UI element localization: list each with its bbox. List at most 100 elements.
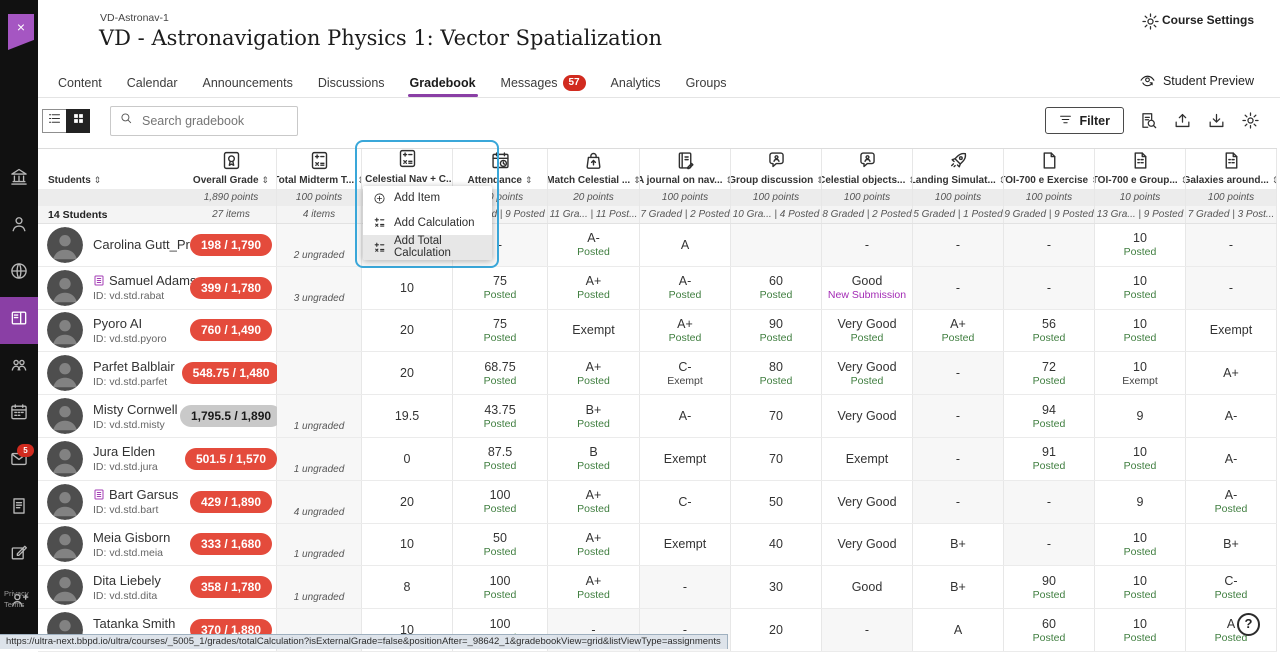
grade-cell-match[interactable]: B+Posted <box>548 395 640 437</box>
grade-cell-celobj[interactable]: Very Good <box>822 481 913 523</box>
grade-cell-celnav[interactable]: 20 <box>362 481 453 523</box>
sort-icon[interactable]: ⇕ <box>1272 175 1277 186</box>
grade-cell-match[interactable]: A+Posted <box>548 566 640 608</box>
grade-cell-journal[interactable]: A <box>640 224 731 266</box>
sort-icon[interactable]: ⇕ <box>633 175 640 186</box>
sidebar-item-messages[interactable]: 5 <box>0 438 38 485</box>
grade-cell-midterm[interactable]: 1 ungraded <box>277 566 362 608</box>
menu-item-add-total-calculation[interactable]: Add Total Calculation <box>363 235 492 260</box>
grade-cell-journal[interactable]: Exempt <box>640 438 731 480</box>
grade-cell-celobj[interactable]: - <box>822 609 913 651</box>
overall-grade-cell[interactable]: 1,795.5 / 1,890 <box>186 395 277 437</box>
grade-cell-group[interactable]: 50 <box>731 481 822 523</box>
course-settings-button[interactable]: Course Settings <box>1141 12 1254 27</box>
overall-grade-cell[interactable]: 358 / 1,780 <box>186 566 277 608</box>
column-header-journal[interactable]: A journal on nav...⇕ <box>640 149 731 189</box>
column-header-celnav[interactable]: Celestial Nav + C...⇕ <box>362 149 453 189</box>
column-header-attendance[interactable]: Attendance⇕ <box>453 149 548 189</box>
grade-cell-journal[interactable]: C- <box>640 481 731 523</box>
overall-grade-cell[interactable]: 399 / 1,780 <box>186 267 277 309</box>
grade-cell-group[interactable] <box>731 224 822 266</box>
grade-cell-toiex[interactable]: - <box>1004 481 1095 523</box>
grade-cell-journal[interactable]: A+Posted <box>640 310 731 352</box>
grade-cell-galaxies[interactable]: A-Posted <box>1186 481 1277 523</box>
sidebar-item-calendar[interactable] <box>0 391 38 438</box>
column-header-galaxies[interactable]: Galaxies around...⇕ <box>1186 149 1277 189</box>
sidebar-item-institution[interactable] <box>0 156 38 203</box>
grade-cell-group[interactable]: 40 <box>731 524 822 566</box>
sidebar-item-organizations[interactable] <box>0 344 38 391</box>
grade-cell-galaxies[interactable]: Exempt <box>1186 310 1277 352</box>
grade-cell-journal[interactable]: Exempt <box>640 524 731 566</box>
grade-cell-celnav[interactable]: 8 <box>362 566 453 608</box>
grade-cell-group[interactable]: 20 <box>731 609 822 651</box>
grade-cell-landing[interactable]: - <box>913 481 1004 523</box>
column-header-match[interactable]: Match Celestial ...⇕ <box>548 149 640 189</box>
grade-cell-landing[interactable]: B+ <box>913 524 1004 566</box>
grade-cell-landing[interactable]: - <box>913 267 1004 309</box>
grid-view-button[interactable] <box>66 109 90 133</box>
grade-cell-landing[interactable]: B+ <box>913 566 1004 608</box>
tab-content[interactable]: Content <box>58 68 102 97</box>
grade-cell-midterm[interactable]: 3 ungraded <box>277 267 362 309</box>
grade-cell-celnav[interactable]: 19.5 <box>362 395 453 437</box>
overall-grade-cell[interactable]: 501.5 / 1,570 <box>186 438 277 480</box>
student-preview-button[interactable]: Student Preview <box>1139 72 1254 89</box>
grade-cell-match[interactable]: A+Posted <box>548 481 640 523</box>
sort-icon[interactable]: ⇕ <box>262 175 270 186</box>
grade-cell-landing[interactable]: A <box>913 609 1004 651</box>
grade-cell-celnav[interactable]: 0 <box>362 438 453 480</box>
grade-cell-celnav[interactable]: 20 <box>362 310 453 352</box>
grade-cell-toiex[interactable]: - <box>1004 224 1095 266</box>
grade-cell-landing[interactable]: - <box>913 438 1004 480</box>
grade-cell-landing[interactable]: - <box>913 352 1004 394</box>
column-header-students[interactable]: Students⇕ <box>38 149 186 189</box>
column-header-landing[interactable]: Landing Simulat...⇕ <box>913 149 1004 189</box>
grade-cell-midterm[interactable]: 4 ungraded <box>277 481 362 523</box>
tab-announcements[interactable]: Announcements <box>203 68 293 97</box>
grade-cell-match[interactable]: A+Posted <box>548 267 640 309</box>
overall-grade-cell[interactable]: 760 / 1,490 <box>186 310 277 352</box>
tab-gradebook[interactable]: Gradebook <box>410 68 476 97</box>
tab-discussions[interactable]: Discussions <box>318 68 385 97</box>
grade-cell-galaxies[interactable]: A- <box>1186 438 1277 480</box>
grade-cell-midterm[interactable]: 2 ungraded <box>277 224 362 266</box>
grade-cell-match[interactable]: A+Posted <box>548 352 640 394</box>
terms-link[interactable]: Terms <box>0 598 38 609</box>
tab-calendar[interactable]: Calendar <box>127 68 178 97</box>
column-header-group[interactable]: Group discussion⇕ <box>731 149 822 189</box>
overall-grade-cell[interactable]: 333 / 1,680 <box>186 524 277 566</box>
sidebar-item-globe[interactable] <box>0 250 38 297</box>
grade-cell-galaxies[interactable]: - <box>1186 224 1277 266</box>
grade-cell-group[interactable]: 70 <box>731 395 822 437</box>
help-button[interactable]: ? <box>1237 613 1260 636</box>
grade-cell-celobj[interactable]: - <box>822 224 913 266</box>
grade-cell-match[interactable]: A-Posted <box>548 224 640 266</box>
grade-cell-journal[interactable]: C-Exempt <box>640 352 731 394</box>
overall-grade-cell[interactable]: 198 / 1,790 <box>186 224 277 266</box>
grade-cell-celobj[interactable]: Exempt <box>822 438 913 480</box>
tab-groups[interactable]: Groups <box>686 68 727 97</box>
grade-cell-galaxies[interactable]: A- <box>1186 395 1277 437</box>
